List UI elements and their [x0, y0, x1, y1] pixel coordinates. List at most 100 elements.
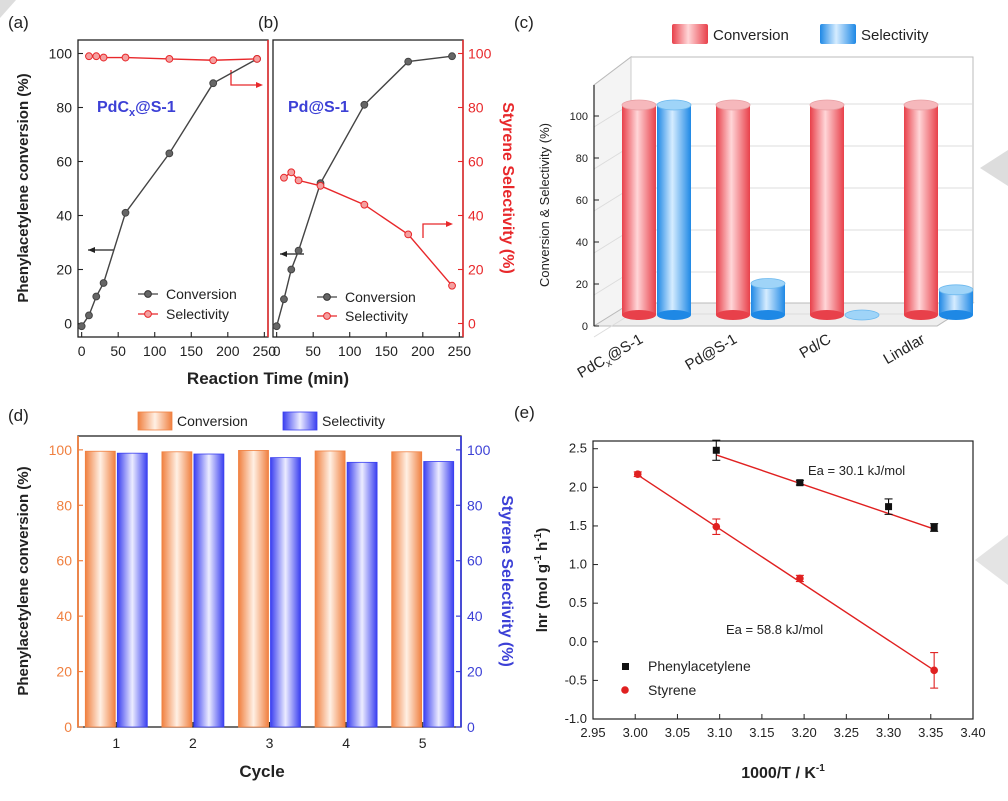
bar-base-c-conversion-2 [810, 310, 844, 320]
panel-label-d: (d) [8, 406, 29, 425]
bar-base-c-selectivity-3 [939, 310, 973, 320]
ytick-label-a-4: 80 [56, 100, 72, 116]
bars-d [84, 450, 455, 728]
data-point-a-selectivity-6 [253, 55, 261, 63]
bar-base-c-selectivity-0 [657, 310, 691, 320]
ytick-label-a-0: 0 [64, 316, 72, 332]
xtick-label-a-2: 100 [143, 343, 167, 359]
data-point-a-selectivity-0 [85, 52, 93, 61]
xtick-label-a-0: 0 [78, 343, 86, 359]
bar-d-conversion-3 [314, 450, 346, 728]
bar-top-c-selectivity-0 [656, 99, 692, 111]
ytick-label-c-3: 60 [576, 195, 588, 207]
xtick-label-a-4: 200 [216, 343, 240, 359]
bar-c-conversion-2 [810, 105, 844, 315]
legend-b: Conversion Selectivity [317, 289, 416, 324]
category-label-c-0: PdCx@S-1 [574, 331, 647, 385]
corner-decoration-top-left [0, 0, 16, 18]
xtick-label-e-4: 3.15 [749, 725, 774, 740]
arrowhead-selectivity-a [256, 82, 263, 88]
arrow-selectivity-a [230, 70, 257, 86]
bar-base-c-conversion-0 [622, 310, 656, 320]
bar-d-selectivity-2 [270, 457, 301, 728]
xtick-label-b-2: 100 [338, 343, 362, 359]
bar-d-conversion-1 [161, 451, 193, 728]
data-point-a-conversion-4 [121, 208, 130, 217]
legend-label-selectivity-b: Selectivity [345, 308, 408, 324]
xtick-label-b-0: 0 [273, 343, 281, 359]
ticks-e: 2.95 3.00 3.05 3.10 3.15 3.20 3.25 3.30 3.35 3.40… [565, 441, 986, 740]
ytick-label-e-7: 2.5 [569, 441, 587, 456]
ytick-right-label-d-5: 100 [467, 442, 491, 458]
xtick-label-d-0: 1 [112, 735, 120, 751]
ytick-right-label-b-0: 0 [468, 316, 476, 332]
ticks-a: 0 50 100 150 200 250 0 20 40 60 80 100 [49, 46, 277, 360]
ytick-label-c-2: 40 [576, 237, 588, 249]
data-point-b-conversion-5 [360, 100, 369, 109]
bar-c-selectivity-0 [657, 105, 691, 315]
xtick-label-b-3: 150 [375, 343, 399, 359]
data-point-b-selectivity-0 [280, 173, 288, 182]
data-point-b-selectivity-5 [404, 230, 413, 239]
xtick-label-e-6: 3.25 [834, 725, 859, 740]
xtick-label-a-3: 150 [180, 343, 204, 359]
data-point-b-conversion-7 [448, 52, 456, 61]
legend-swatch-conversion-d [137, 411, 173, 431]
legend-label-conversion-b: Conversion [345, 289, 416, 305]
legend-label-selectivity-c: Selectivity [861, 27, 929, 44]
panel-c: (c) Conversion Selectivity 020406080100 … [514, 13, 975, 385]
panel-title-a: PdCx@S-1 [97, 99, 176, 119]
fit-line-phenylacetylene [716, 454, 935, 530]
legend-e: Phenylacetylene Styrene [621, 658, 751, 698]
ticks-d: 0 0 20 20 40 40 60 60 80 80 100 100 1 2 3 4 5 [49, 442, 491, 751]
bar-top-c-conversion-0 [621, 99, 657, 111]
data-point-phenylacetylene-2 [885, 503, 893, 511]
bar-d-selectivity-3 [346, 461, 378, 728]
ytick-label-e-5: 1.5 [569, 518, 587, 533]
legend-label-conversion-c: Conversion [713, 27, 789, 44]
xtick-label-d-1: 2 [189, 735, 197, 751]
bar-d-conversion-4 [391, 451, 423, 728]
ticks-b: 0 50 100 150 200 250 0 20 40 60 80 100 [273, 46, 492, 360]
ytick-label-d-5: 100 [49, 442, 73, 458]
ytick-right-label-d-1: 20 [467, 664, 483, 680]
data-point-b-conversion-2 [287, 265, 296, 274]
bar-base-c-conversion-3 [904, 310, 938, 320]
xtick-label-a-5: 250 [253, 343, 277, 359]
bar-top-c-selectivity-2 [844, 309, 880, 321]
data-point-phenylacetylene-0 [712, 446, 720, 454]
panel-d: (d) Conversion Selectivity 0 0 20 20 40 40 60 6… [8, 406, 515, 781]
data-point-b-selectivity-2 [294, 176, 303, 185]
ytick-label-d-3: 60 [56, 553, 72, 569]
bar-top-c-selectivity-3 [938, 284, 974, 296]
ytick-right-label-d-4: 80 [467, 497, 483, 513]
bar-c-conversion-1 [716, 105, 750, 315]
ytick-right-label-b-5: 100 [468, 46, 492, 62]
ylabel-right-b: Styrene Selectivity (%) [499, 102, 516, 274]
bar-d-conversion-2 [238, 450, 269, 728]
data-point-a-conversion-5 [165, 149, 174, 158]
legend-marker-phenylacetylene [622, 663, 629, 670]
bar-top-c-conversion-1 [715, 99, 751, 111]
ytick-label-e-4: 1.0 [569, 557, 587, 572]
ylabel-a: Phenylacetylene conversion (%) [15, 73, 32, 302]
data-point-a-conversion-6 [209, 79, 218, 88]
bar-top-c-selectivity-1 [750, 278, 786, 289]
data-point-b-selectivity-4 [360, 200, 369, 209]
data-point-a-selectivity-2 [99, 53, 108, 62]
annotation-ea-styrene: Ea = 58.8 kJ/mol [726, 622, 823, 637]
data-point-a-selectivity-3 [121, 53, 130, 62]
ytick-right-label-b-4: 80 [468, 100, 484, 116]
panel-label-b: (b) [258, 13, 279, 32]
arrowhead-selectivity-b [446, 221, 453, 227]
legend-label-styrene: Styrene [648, 682, 696, 698]
xlabel-ab: Reaction Time (min) [187, 369, 349, 388]
ytick-right-label-b-3: 60 [468, 154, 484, 170]
ytick-right-label-d-0: 0 [467, 719, 475, 735]
series-a [77, 52, 261, 331]
bar-d-selectivity-1 [193, 453, 225, 728]
bars-c [621, 99, 974, 321]
bar-d-selectivity-0 [116, 452, 148, 728]
bar-base-c-selectivity-1 [751, 310, 785, 320]
